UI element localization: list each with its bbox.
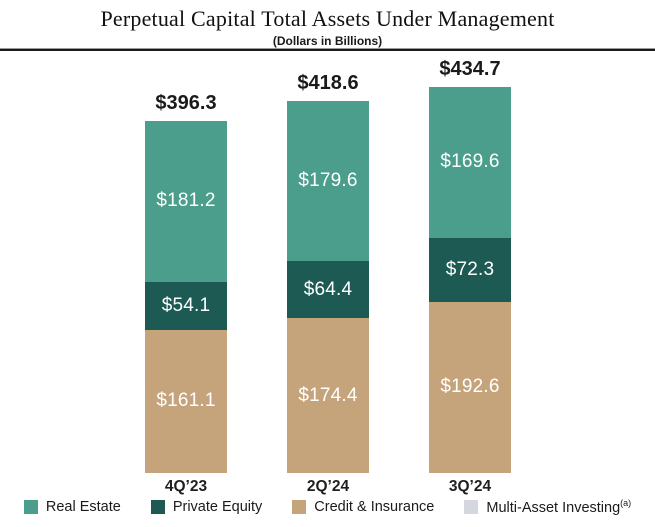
bar-segment: $179.6	[287, 101, 369, 261]
legend-item: Multi-Asset Investing(a)	[464, 498, 631, 516]
x-axis-label: 4Q’23	[164, 478, 208, 495]
bar-segment-value: $181.2	[156, 190, 216, 212]
bar-segment: $169.6	[429, 87, 511, 238]
bar-segment: $72.3	[429, 237, 511, 302]
legend-label: Credit & Insurance	[314, 498, 435, 515]
bar-segment-value: $179.6	[298, 170, 358, 192]
bar-segment-value: $72.3	[445, 258, 495, 280]
legend-item: Credit & Insurance	[292, 499, 434, 515]
legend-swatch	[292, 499, 307, 514]
bar-segment-value: $192.6	[440, 376, 500, 398]
bar-segment: $54.1	[145, 281, 227, 330]
legend-swatch	[23, 499, 38, 514]
bar-segment: $161.1	[145, 329, 227, 473]
x-axis-label: 2Q’24	[306, 478, 350, 495]
header-rule-light	[0, 48, 655, 49]
chart-subtitle: (Dollars in Billions)	[272, 34, 383, 48]
bar-total-label: $418.6	[297, 72, 359, 95]
legend-label: Private Equity	[172, 498, 263, 515]
x-axis-label: 3Q’24	[448, 478, 492, 495]
legend-item: Private Equity	[150, 498, 263, 515]
header-rule-dark	[0, 49, 655, 51]
chart-title: Perpetual Capital Total Assets Under Man…	[100, 6, 555, 31]
bar-segment-value: $161.1	[156, 390, 216, 412]
bar-segment: $192.6	[429, 301, 511, 473]
bar-segment: $64.4	[287, 260, 369, 319]
bar-segment: $181.2	[145, 120, 227, 282]
legend-label: Multi-Asset Investing(a)	[486, 498, 632, 516]
legend-footnote: (a)	[620, 498, 632, 508]
bar-segment-value: $64.4	[303, 278, 353, 300]
legend-swatch	[464, 499, 479, 514]
legend-item: Real Estate	[23, 498, 121, 515]
legend: Real Estate Private Equity Credit & Insura…	[0, 498, 655, 516]
legend-swatch	[150, 499, 165, 514]
bar-total-label: $434.7	[439, 58, 501, 81]
legend-label: Real Estate	[45, 498, 121, 515]
bar-segment-value: $54.1	[161, 294, 211, 316]
bar-segment-value: $169.6	[440, 151, 500, 173]
bar-segment-value: $174.4	[298, 384, 358, 406]
bar-total-label: $396.3	[155, 91, 217, 114]
bar-segment: $174.4	[287, 318, 369, 473]
